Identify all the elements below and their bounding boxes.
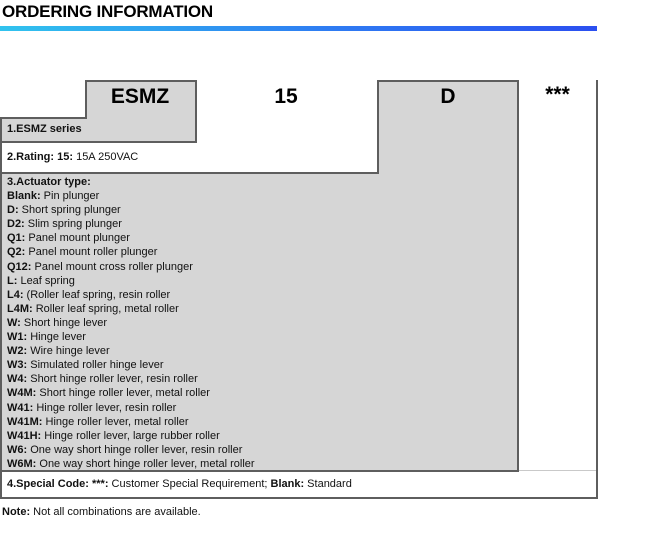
rating-band-key: 2.Rating: 15: [7, 151, 74, 163]
actuator-list-item: Q1: Panel mount plunger [7, 232, 130, 245]
title-accent-rule [0, 26, 597, 31]
border-series-box-top [85, 80, 197, 82]
actuator-list-item: L4: (Roller leaf spring, resin roller [7, 288, 171, 301]
actuator-list-item: W6: One way short hinge roller lever, re… [7, 443, 243, 456]
actuator-list-item: Q12: Panel mount cross roller plunger [7, 260, 193, 273]
series-band-fill [0, 117, 195, 143]
border-series-box-left [85, 80, 87, 119]
actuator-list-item: W41H: Hinge roller lever, large rubber r… [7, 429, 220, 442]
part-segment-actuator: D [440, 85, 456, 108]
actuator-list-item: W: Short hinge lever [7, 316, 108, 329]
actuator-list-item: Q2: Panel mount roller plunger [7, 246, 158, 259]
actuator-list-item: W4M: Short hinge roller lever, metal rol… [7, 387, 210, 400]
actuator-list-item: Blank: Pin plunger [7, 190, 100, 203]
actuator-band-fill [0, 172, 519, 472]
footnote-key: Note: [2, 506, 31, 518]
border-series-box-right [195, 80, 197, 143]
special-band-rest: Standard [304, 478, 352, 490]
rating-band-label: 2.Rating: 15: 15A 250VAC [7, 150, 138, 164]
actuator-list-item: W6M: One way short hinge roller lever, m… [7, 457, 255, 470]
actuator-band-heading: 3.Actuator type: [7, 176, 91, 188]
actuator-list-item: W41: Hinge roller lever, resin roller [7, 401, 177, 414]
border-rating-band-left [0, 141, 2, 174]
actuator-list-item: W4: Short hinge roller lever, resin roll… [7, 373, 198, 386]
border-actuator-box-left [377, 80, 379, 174]
border-actuator-box-top [377, 80, 519, 82]
special-band-blank-key: Blank: [270, 478, 305, 490]
border-rating-band-bottom [0, 172, 379, 174]
actuator-list-item: L: Leaf spring [7, 274, 75, 287]
actuator-list: Blank: Pin plunger D: Short spring plunge… [7, 189, 512, 471]
actuator-band-content: 3.Actuator type: Blank: Pin plunger D: Sh… [7, 175, 512, 471]
border-series-band-bottom [0, 141, 197, 143]
special-band-label: 4.Special Code: ***: Customer Special Re… [7, 477, 352, 491]
actuator-list-item: W3: Simulated roller hinge lever [7, 359, 164, 372]
part-segment-rating: 15 [274, 85, 298, 108]
actuator-list-item: D2: Slim spring plunger [7, 218, 122, 231]
border-special-band-left [0, 470, 2, 499]
border-actuator-box-right [517, 80, 519, 472]
section-title: ORDERING INFORMATION [2, 2, 214, 21]
part-segment-special: *** [545, 83, 570, 106]
actuator-column-fill [377, 80, 519, 174]
border-series-band-left [0, 117, 2, 143]
special-band-key: 4.Special Code: ***: [7, 478, 109, 490]
part-segment-series: ESMZ [110, 85, 170, 108]
actuator-list-item: D: Short spring plunger [7, 204, 121, 217]
border-special-band-bottom [0, 497, 598, 499]
footnote-text: Not all combinations are available. [30, 506, 201, 518]
rating-band-value: 15A 250VAC [73, 151, 139, 163]
border-special-column-right [596, 80, 598, 499]
actuator-list-item: W41M: Hinge roller lever, metal roller [7, 415, 189, 428]
special-band-mid: Customer Special Requirement; [108, 478, 271, 490]
actuator-list-item: L4M: Roller leaf spring, metal roller [7, 302, 179, 315]
border-special-band-top [519, 470, 597, 471]
actuator-list-item: W1: Hinge lever [7, 331, 86, 344]
series-band-label: 1.ESMZ series [7, 123, 82, 135]
border-series-band-top [0, 117, 87, 119]
footnote: Note: Not all combinations are available… [2, 505, 201, 519]
border-actuator-band-left [0, 172, 2, 472]
border-actuator-band-bottom [0, 470, 519, 472]
actuator-list-item: W2: Wire hinge lever [7, 345, 110, 358]
